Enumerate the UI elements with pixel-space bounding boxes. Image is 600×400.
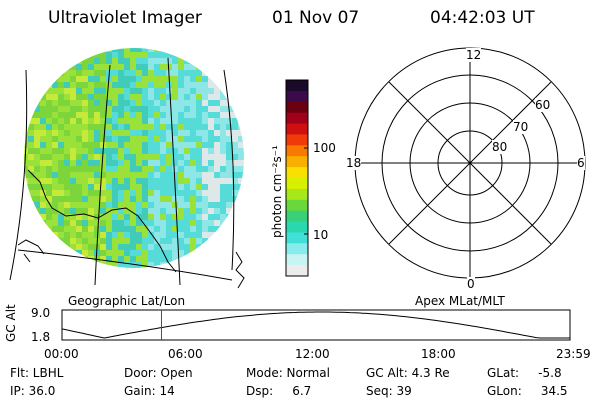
status-seq: Seq: 39 (366, 384, 412, 398)
title: Ultraviolet Imager (48, 8, 202, 28)
colorbar-segment (286, 221, 308, 233)
colorbar-segment (286, 178, 308, 190)
xtick-1800: 18:00 (421, 347, 456, 361)
colorbar-segment (286, 112, 308, 125)
colorbar-segment (286, 145, 308, 157)
colorbar-segment (286, 210, 308, 223)
mlt-label-0: 0 (467, 277, 475, 291)
xtick-0600: 06:00 (168, 347, 203, 361)
polar-label: Apex MLat/MLT (415, 294, 505, 308)
altitude-curve (61, 311, 570, 339)
status-flt: Flt: LBHL (10, 366, 64, 380)
altitude-ytick-bottom: 1.8 (31, 330, 51, 344)
status-gain: Gain: 14 (124, 384, 175, 398)
lat-label-60: 60 (535, 98, 551, 112)
time: 04:42:03 UT (430, 8, 535, 28)
colorbar-segment (286, 254, 308, 266)
polar-grid (354, 47, 586, 279)
colorbar (285, 79, 309, 277)
altitude-ytick-top: 9.0 (31, 306, 51, 320)
mlt-label-12: 12 (466, 48, 482, 62)
colorbar-segment (286, 199, 308, 212)
colorbar-tick-10: 10 (313, 228, 329, 242)
colorbar-segment (286, 101, 308, 114)
map-label: Geographic Lat/Lon (68, 294, 186, 308)
status-ip: IP: 36.0 (10, 384, 56, 398)
colorbar-segment (286, 80, 308, 92)
status-glat: GLat: -5.8 (487, 366, 562, 380)
xtick-2359: 23:59 (556, 347, 591, 361)
lat-label-70: 70 (513, 120, 529, 134)
xtick-1200: 12:00 (295, 347, 330, 361)
colorbar-segment (286, 90, 308, 103)
xtick-0000: 00:00 (44, 347, 79, 361)
colorbar-segment (286, 232, 308, 244)
mlt-label-18: 18 (346, 156, 362, 170)
mlt-label-6: 6 (577, 156, 585, 170)
date: 01 Nov 07 (272, 8, 360, 28)
altitude-plot (61, 309, 571, 341)
colorbar-segment (286, 243, 308, 255)
status-dsp: Dsp: 6.7 (246, 384, 312, 398)
colorbar-tick-100: 100 (313, 141, 336, 155)
status-door: Door: Open (124, 366, 193, 380)
colorbar-segment (286, 123, 308, 135)
coastline-lines (17, 169, 245, 289)
status-gcalt: GC Alt: 4.3 Re (366, 366, 450, 380)
colorbar-segment (286, 134, 308, 146)
colorbar-segment (286, 167, 308, 179)
colorbar-segment (286, 188, 308, 201)
colorbar-unit-label: photon cm⁻²s⁻¹ (270, 145, 284, 238)
latitude-line (17, 249, 233, 281)
uv-intensity-disk (24, 48, 244, 268)
uv-image-map (9, 48, 245, 289)
altitude-ylabel: GC Alt (4, 304, 18, 342)
colorbar-segment (286, 265, 308, 277)
colorbar-segment (286, 156, 308, 168)
status-mode: Mode: Normal (246, 366, 330, 380)
status-glon: GLon: 34.5 (487, 384, 568, 398)
lat-label-80: 80 (492, 140, 508, 154)
